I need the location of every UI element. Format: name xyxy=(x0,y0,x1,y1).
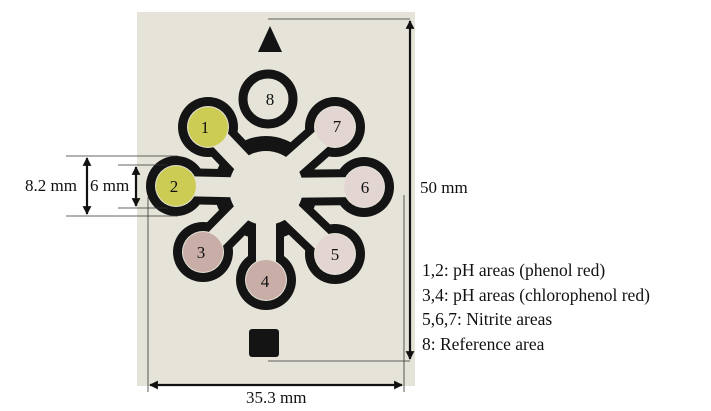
legend-item-ph-phenol-red: 1,2: pH areas (phenol red) xyxy=(422,260,606,280)
outer-width-label: 8.2 mm xyxy=(25,176,77,195)
zone-6 xyxy=(344,167,384,207)
zone-5-number: 5 xyxy=(331,245,340,264)
zone-5 xyxy=(315,234,355,274)
zone-2 xyxy=(156,166,196,206)
zone-7 xyxy=(315,107,355,147)
zone-7-number: 7 xyxy=(333,117,342,136)
zone-6-number: 6 xyxy=(361,178,370,197)
zone-4 xyxy=(246,260,286,300)
square-marker xyxy=(249,329,279,357)
zone-1 xyxy=(188,107,228,147)
legend-item-reference: 8: Reference area xyxy=(422,333,545,354)
zone-3-number: 3 xyxy=(197,243,206,262)
reference-ring xyxy=(238,69,298,129)
zone-4-number: 4 xyxy=(261,272,270,291)
legend-item-nitrite: 5,6,7: Nitrite areas xyxy=(422,309,553,329)
inner-width-label: 6 mm xyxy=(90,176,130,195)
width-label: 35.3 mm xyxy=(246,388,307,407)
legend-item-ph-chlorophenol-red: 3,4: pH areas (chlorophenol red) xyxy=(422,284,650,305)
zone-3 xyxy=(183,232,223,272)
zone-8-number: 8 xyxy=(266,90,275,109)
zone-2-number: 2 xyxy=(170,177,179,196)
zone-1-number: 1 xyxy=(201,118,210,137)
triangle-marker xyxy=(258,26,282,52)
zone-fills xyxy=(156,107,384,300)
height-label: 50 mm xyxy=(420,178,468,197)
legend: 1,2: pH areas (phenol red) 3,4: pH areas… xyxy=(422,258,650,356)
